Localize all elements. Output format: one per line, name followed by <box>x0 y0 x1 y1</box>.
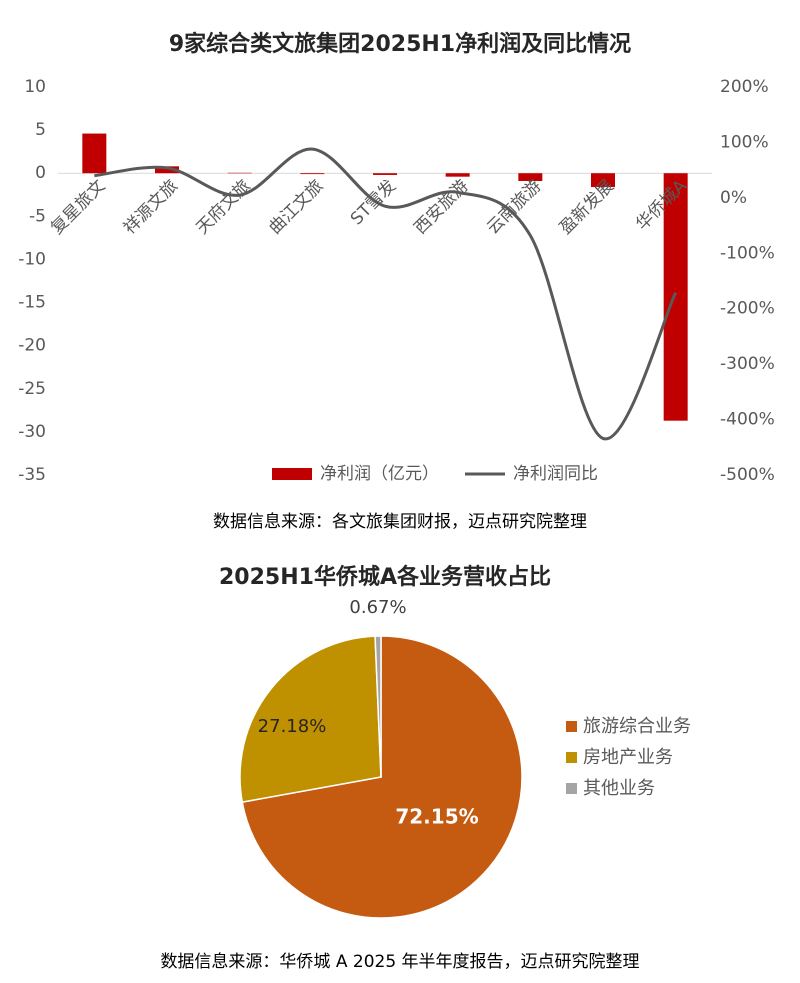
y2-tick-label: -300% <box>720 354 775 374</box>
x-tick-label: 盈新发展 <box>556 176 618 238</box>
y-tick-label: -30 <box>18 422 46 442</box>
pie-slice <box>241 635 523 919</box>
y2-tick-label: -200% <box>720 299 775 319</box>
legend-label: 净利润（亿元） <box>320 464 439 484</box>
pie-slice <box>239 635 382 803</box>
y-tick-label: -5 <box>29 206 46 226</box>
bar <box>300 173 325 175</box>
legend-swatch <box>566 752 577 763</box>
data-label: 72.15% <box>395 805 478 829</box>
chart-title: 9家综合类文旅集团2025H1净利润及同比情况 <box>169 31 631 57</box>
y-tick-label: -10 <box>18 249 46 269</box>
bar <box>663 173 688 421</box>
y-tick-label: -35 <box>18 465 46 485</box>
x-tick-label: 复星旅文 <box>47 176 109 238</box>
legend-swatch <box>272 468 312 480</box>
bar <box>227 172 252 174</box>
legend-label: 旅游综合业务 <box>583 716 691 737</box>
y-tick-label: -15 <box>18 293 46 313</box>
y2-tick-label: 100% <box>720 132 769 152</box>
y-tick-label: 10 <box>24 77 46 97</box>
bar <box>518 173 543 181</box>
legend-label: 房地产业务 <box>583 747 673 768</box>
bar <box>373 173 397 175</box>
y-tick-label: -25 <box>18 379 46 399</box>
bar <box>82 133 107 174</box>
x-tick-label: 曲江文旅 <box>265 176 327 238</box>
x-tick-label: 云南旅游 <box>483 176 545 238</box>
data-label: 27.18% <box>258 716 327 737</box>
line <box>94 147 678 440</box>
x-tick-label: 天府文旅 <box>193 176 255 238</box>
x-tick-label: 祥源文旅 <box>120 176 182 238</box>
y2-tick-label: -500% <box>720 465 775 485</box>
x-tick-label: 西安旅游 <box>411 176 473 238</box>
data-label: 0.67% <box>349 597 406 618</box>
y-tick-label: 0 <box>35 163 46 183</box>
bar <box>445 173 470 177</box>
chart-title: 2025H1华侨城A各业务营收占比 <box>219 564 551 590</box>
bar <box>591 173 615 188</box>
legend-label: 其他业务 <box>583 778 655 799</box>
source: 数据信息来源：各文旅集团财报，迈点研究院整理 <box>213 512 587 532</box>
y2-tick-label: -400% <box>720 410 775 430</box>
legend-label: 净利润同比 <box>513 464 598 484</box>
y-tick-label: -20 <box>18 336 46 356</box>
pie-slice <box>374 635 382 778</box>
legend-swatch <box>566 783 577 794</box>
bar <box>155 166 179 174</box>
y2-tick-label: 0% <box>720 188 747 208</box>
y2-tick-label: 200% <box>720 77 769 97</box>
y2-tick-label: -100% <box>720 243 775 263</box>
y-tick-label: 5 <box>35 120 46 140</box>
source: 数据信息来源：华侨城 A 2025 年半年度报告，迈点研究院整理 <box>160 952 639 972</box>
legend-swatch <box>566 721 577 732</box>
